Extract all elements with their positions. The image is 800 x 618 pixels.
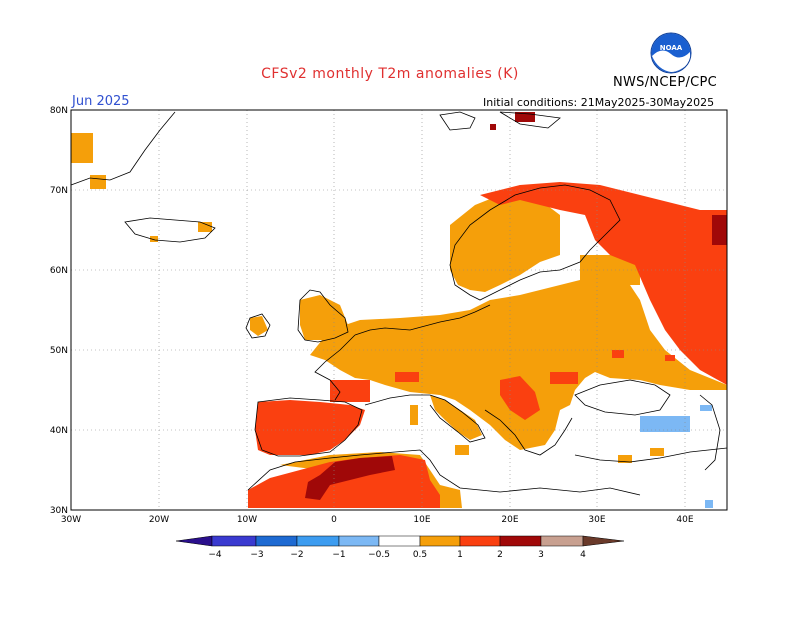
- lon-label-20e: 20E: [501, 515, 518, 525]
- lat-label-70n: 70N: [50, 186, 68, 196]
- colorbar-seg-5: [378, 535, 421, 547]
- chart-title: CFSv2 monthly T2m anomalies (K): [261, 66, 519, 82]
- lat-label-30n: 30N: [50, 506, 68, 516]
- lat-label-40n: 40N: [50, 426, 68, 436]
- anomaly-darkred-areas: [305, 112, 727, 500]
- colorbar-seg-8: [499, 535, 542, 547]
- map-gridlines: [71, 110, 727, 510]
- colorbar: [175, 535, 625, 547]
- colorbar-seg-10: [582, 535, 625, 547]
- colorbar-label: 4: [580, 550, 586, 560]
- colorbar-labels: −4 −3 −2 −1 −0.5 0.5 1 2 3 4: [208, 550, 586, 560]
- map-border: [70, 109, 728, 511]
- lon-label-10w: 10W: [237, 515, 257, 525]
- initial-conditions: Initial conditions: 21May2025-30May2025: [483, 96, 715, 109]
- colorbar-label: −2: [290, 550, 303, 560]
- colorbar-label: −3: [250, 550, 263, 560]
- forecast-month: Jun 2025: [72, 94, 130, 109]
- lon-label-30w: 30W: [61, 515, 81, 525]
- colorbar-label: 0.5: [413, 550, 427, 560]
- colorbar-seg-1: [211, 535, 257, 547]
- colorbar-label: 3: [538, 550, 544, 560]
- lon-labels: 30W 20W 10W 0 10E 20E 30E 40E: [61, 515, 694, 525]
- colorbar-label: −1: [332, 550, 345, 560]
- colorbar-seg-6: [419, 535, 461, 547]
- lon-label-10e: 10E: [413, 515, 430, 525]
- colorbar-seg-9: [540, 535, 584, 547]
- lat-label-50n: 50N: [50, 346, 68, 356]
- lat-label-60n: 60N: [50, 266, 68, 276]
- colorbar-seg-0: [175, 535, 213, 547]
- agency-label: NWS/NCEP/CPC: [613, 75, 718, 90]
- colorbar-label: 2: [497, 550, 503, 560]
- lon-label-20w: 20W: [149, 515, 169, 525]
- lat-label-80n: 80N: [50, 106, 68, 116]
- colorbar-seg-2: [255, 535, 298, 547]
- lon-label-30e: 30E: [588, 515, 605, 525]
- colorbar-seg-3: [296, 535, 340, 547]
- colorbar-label: −4: [208, 550, 222, 560]
- lat-labels: 80N 70N 60N 50N 40N 30N: [50, 106, 68, 516]
- lon-label-0: 0: [331, 515, 337, 525]
- svg-text:NOAA: NOAA: [660, 44, 683, 52]
- anomaly-blue-areas: [640, 405, 713, 508]
- colorbar-seg-4: [338, 535, 380, 547]
- lon-label-40e: 40E: [676, 515, 693, 525]
- noaa-logo-icon: NOAA: [650, 32, 692, 74]
- colorbar-label: −0.5: [368, 550, 390, 560]
- colorbar-seg-7: [459, 535, 501, 547]
- colorbar-label: 1: [457, 550, 463, 560]
- coastlines: [70, 111, 728, 496]
